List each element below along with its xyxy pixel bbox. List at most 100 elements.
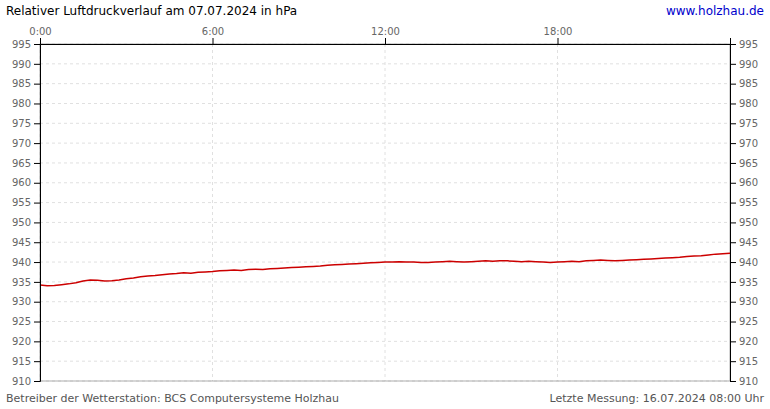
tick: 935	[730, 277, 758, 288]
tick-label: 950	[12, 217, 31, 228]
x-axis: 0:006:0012:0018:00	[29, 26, 730, 45]
grid-line-y	[40, 162, 730, 163]
tick-label: 970	[739, 138, 758, 149]
tick-label: 995	[12, 39, 31, 50]
tick: 995	[12, 39, 40, 50]
tick-label: 940	[12, 257, 31, 268]
tick-mark	[558, 38, 559, 44]
tick-label: 18:00	[544, 26, 573, 37]
tick: 990	[12, 59, 40, 70]
tick: 985	[730, 78, 758, 89]
tick-mark	[34, 381, 40, 382]
tick: 925	[12, 316, 40, 327]
tick-mark	[34, 163, 40, 164]
tick-label: 975	[12, 118, 31, 129]
tick-label: 925	[739, 316, 758, 327]
tick-mark	[34, 84, 40, 85]
tick-mark	[34, 302, 40, 303]
tick: 975	[730, 118, 758, 129]
tick-label: 960	[12, 177, 31, 188]
tick-mark	[34, 203, 40, 204]
tick-label: 955	[12, 197, 31, 208]
tick-mark	[385, 38, 386, 44]
grid-line-x	[385, 44, 386, 381]
tick-mark	[34, 262, 40, 263]
tick: 960	[730, 177, 758, 188]
tick-mark	[730, 381, 736, 382]
plot-area: 0:006:0012:0018:009109159209259309359409…	[12, 26, 758, 387]
tick-label: 915	[12, 356, 31, 367]
tick-label: 910	[739, 376, 758, 387]
tick-mark	[34, 322, 40, 323]
tick-label: 920	[12, 336, 31, 347]
tick-mark	[730, 64, 736, 65]
tick-label: 985	[12, 78, 31, 89]
tick-mark	[730, 302, 736, 303]
tick-mark	[34, 242, 40, 243]
tick-mark	[730, 163, 736, 164]
tick-mark	[34, 123, 40, 124]
tick-mark	[34, 103, 40, 104]
tick-mark	[34, 282, 40, 283]
tick-label: 945	[739, 237, 758, 248]
tick: 965	[12, 158, 40, 169]
tick: 18:00	[544, 26, 573, 44]
tick-mark	[730, 242, 736, 243]
tick-label: 950	[739, 217, 758, 228]
tick-mark	[730, 123, 736, 124]
tick: 940	[12, 257, 40, 268]
grid-line-y	[40, 103, 730, 104]
tick: 920	[730, 336, 758, 347]
tick-mark	[730, 361, 736, 362]
tick: 945	[730, 237, 758, 248]
grid-line-y	[40, 341, 730, 342]
tick-label: 965	[12, 158, 31, 169]
chart: 0:006:0012:0018:009109159209259309359409…	[0, 0, 770, 409]
tick: 940	[730, 257, 758, 268]
tick: 945	[12, 237, 40, 248]
tick-label: 6:00	[202, 26, 224, 37]
tick-mark	[730, 84, 736, 85]
grid-line-x	[212, 44, 213, 381]
tick-label: 980	[739, 98, 758, 109]
tick: 955	[12, 197, 40, 208]
tick-mark	[730, 203, 736, 204]
grid-line-y	[40, 63, 730, 64]
tick-mark	[730, 44, 736, 45]
tick-label: 960	[739, 177, 758, 188]
tick-mark	[730, 341, 736, 342]
grid-line-y	[40, 361, 730, 362]
tick-label: 985	[739, 78, 758, 89]
tick-label: 915	[739, 356, 758, 367]
grid-line-y	[40, 143, 730, 144]
footer-right: Letzte Messung: 16.07.2024 08:00 Uhr	[550, 392, 765, 405]
tick-mark	[34, 341, 40, 342]
y2-axis: 9109159209259309359409459509559609659709…	[730, 39, 758, 387]
tick-label: 945	[12, 237, 31, 248]
tick: 6:00	[202, 26, 224, 44]
tick: 910	[730, 376, 758, 387]
axis-line	[41, 38, 731, 45]
tick-label: 980	[12, 98, 31, 109]
tick: 975	[12, 118, 40, 129]
tick: 955	[730, 197, 758, 208]
tick: 965	[730, 158, 758, 169]
tick-mark	[34, 64, 40, 65]
tick: 960	[12, 177, 40, 188]
tick-label: 995	[739, 39, 758, 50]
tick: 980	[730, 98, 758, 109]
footer-left: Betreiber der Wetterstation: BCS Compute…	[6, 392, 339, 405]
tick: 910	[12, 376, 40, 387]
grid-line-y	[40, 83, 730, 84]
tick-label: 965	[739, 158, 758, 169]
tick-label: 935	[12, 277, 31, 288]
tick-label: 910	[12, 376, 31, 387]
tick-mark	[730, 143, 736, 144]
tick-label: 925	[12, 316, 31, 327]
tick-mark	[34, 44, 40, 45]
tick: 990	[730, 59, 758, 70]
tick: 920	[12, 336, 40, 347]
tick-mark	[730, 262, 736, 263]
tick-label: 990	[739, 59, 758, 70]
marks	[40, 253, 730, 286]
